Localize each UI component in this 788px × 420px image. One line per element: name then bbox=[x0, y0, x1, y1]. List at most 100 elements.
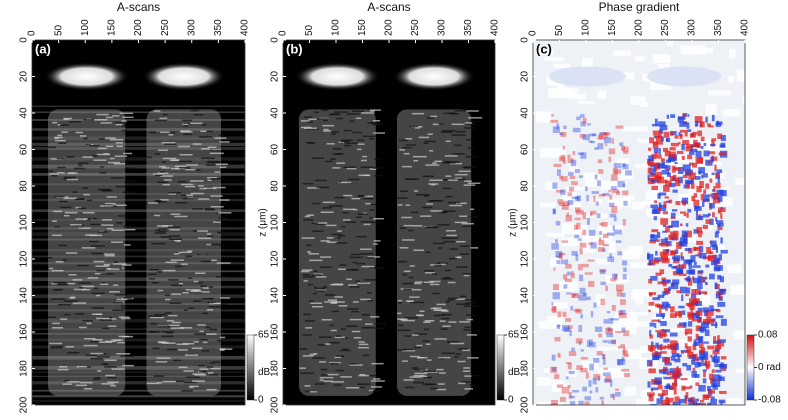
texture bbox=[169, 159, 179, 161]
texture bbox=[668, 286, 671, 292]
texture bbox=[691, 370, 697, 378]
texture bbox=[715, 315, 724, 319]
texture bbox=[617, 251, 623, 256]
texture bbox=[684, 247, 691, 252]
texture bbox=[717, 226, 723, 231]
texture bbox=[615, 330, 623, 334]
texture bbox=[464, 375, 472, 377]
texture bbox=[62, 259, 68, 261]
texture bbox=[587, 123, 591, 126]
texture bbox=[605, 132, 609, 138]
texture bbox=[334, 196, 345, 199]
texture bbox=[443, 160, 451, 163]
texture bbox=[670, 250, 676, 256]
texture bbox=[610, 393, 615, 398]
texture bbox=[467, 182, 481, 184]
texture bbox=[624, 372, 631, 378]
texture bbox=[32, 173, 245, 176]
texture bbox=[671, 220, 680, 228]
texture bbox=[303, 280, 308, 282]
texture bbox=[429, 280, 441, 283]
texture bbox=[703, 341, 709, 344]
texture bbox=[681, 230, 688, 238]
x-tick-label: 400 bbox=[490, 19, 501, 36]
texture bbox=[83, 387, 93, 390]
texture bbox=[692, 287, 700, 291]
texture bbox=[593, 302, 597, 308]
texture bbox=[335, 335, 342, 337]
texture bbox=[301, 237, 315, 239]
texture bbox=[658, 202, 662, 208]
texture bbox=[704, 329, 710, 336]
texture bbox=[679, 223, 683, 227]
texture bbox=[32, 365, 245, 370]
texture bbox=[668, 199, 673, 204]
texture bbox=[735, 69, 745, 74]
texture bbox=[432, 273, 438, 275]
x-tick-label: 150 bbox=[357, 19, 368, 36]
texture bbox=[456, 266, 468, 268]
texture bbox=[415, 314, 423, 316]
texture bbox=[698, 363, 702, 367]
texture bbox=[441, 278, 454, 280]
texture bbox=[687, 129, 692, 133]
texture bbox=[410, 355, 420, 358]
texture bbox=[661, 136, 664, 142]
texture bbox=[49, 267, 54, 270]
texture bbox=[438, 123, 444, 126]
texture bbox=[667, 344, 675, 350]
texture bbox=[602, 248, 606, 252]
texture bbox=[692, 344, 697, 351]
texture bbox=[649, 346, 654, 352]
texture bbox=[334, 296, 343, 298]
texture bbox=[592, 133, 597, 137]
texture bbox=[678, 305, 685, 309]
texture bbox=[418, 136, 430, 139]
texture bbox=[411, 211, 419, 214]
texture bbox=[188, 277, 193, 279]
panel-title: Phase gradient bbox=[599, 0, 680, 14]
texture bbox=[403, 152, 410, 155]
texture bbox=[659, 129, 669, 133]
texture bbox=[335, 355, 345, 357]
texture bbox=[438, 247, 443, 249]
texture bbox=[664, 237, 668, 241]
texture bbox=[368, 266, 382, 269]
x-tick-label: 200 bbox=[384, 19, 395, 36]
texture bbox=[345, 325, 358, 327]
texture bbox=[671, 346, 677, 354]
texture bbox=[712, 212, 715, 218]
texture bbox=[113, 284, 119, 287]
texture bbox=[323, 128, 329, 131]
texture bbox=[719, 376, 725, 382]
texture bbox=[425, 203, 434, 205]
texture bbox=[693, 199, 700, 207]
texture bbox=[303, 313, 312, 316]
texture bbox=[637, 138, 653, 143]
texture bbox=[190, 109, 199, 112]
texture bbox=[158, 149, 169, 152]
texture bbox=[702, 280, 706, 283]
texture bbox=[345, 387, 360, 389]
texture bbox=[591, 191, 599, 194]
texture bbox=[576, 195, 582, 202]
texture bbox=[648, 292, 657, 295]
texture bbox=[669, 332, 678, 337]
texture bbox=[692, 367, 696, 371]
texture bbox=[674, 135, 679, 139]
texture bbox=[558, 355, 561, 358]
texture bbox=[663, 179, 668, 183]
texture bbox=[566, 376, 569, 380]
texture bbox=[121, 264, 132, 266]
x-tick-label: 100 bbox=[80, 19, 91, 36]
texture bbox=[711, 155, 714, 163]
texture bbox=[712, 197, 721, 204]
texture bbox=[590, 242, 597, 249]
texture bbox=[153, 173, 164, 175]
texture bbox=[430, 115, 438, 118]
texture bbox=[32, 345, 245, 349]
texture bbox=[416, 344, 423, 347]
texture bbox=[185, 289, 191, 291]
texture bbox=[580, 152, 587, 159]
texture bbox=[685, 294, 689, 297]
